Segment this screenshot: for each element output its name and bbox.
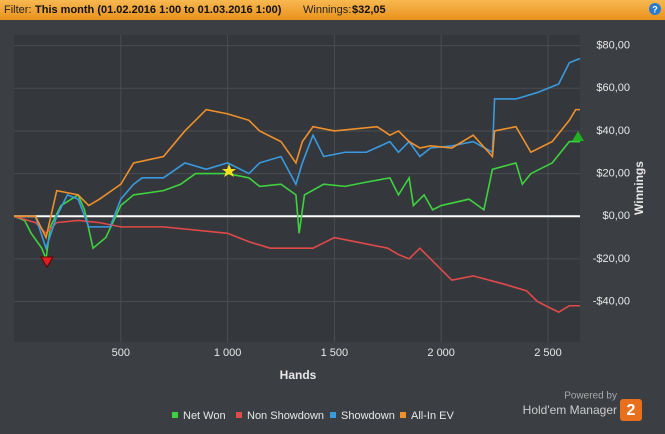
series-line [13,140,580,262]
min-marker [40,256,54,268]
legend-swatch [400,412,406,418]
x-axis-label: Hands [280,368,317,382]
logo-text: 2 [627,402,636,419]
legend-label: Net Won [183,410,226,422]
y-tick-label: -$40,00 [593,295,630,307]
legend-label: Non Showdown [247,410,324,422]
y-tick-label: $0,00 [602,210,630,222]
legend-swatch [330,412,336,418]
y-tick-label: -$20,00 [593,253,630,265]
series-line [14,57,581,251]
header-bar [0,0,665,20]
legend-swatch [172,412,178,418]
filter-value: This month (01.02.2016 1:00 to 01.03.201… [35,4,282,16]
powered-by: Powered by [564,391,617,402]
x-tick-label: 2 500 [534,347,562,359]
x-tick-label: 1 500 [321,347,349,359]
series-line [14,108,580,240]
logo [620,399,642,421]
winnings-label: Winnings: [303,4,351,16]
plot-area [14,35,580,342]
brand: Hold'em Manager [523,403,617,417]
series-line [13,215,580,314]
y-tick-label: $60,00 [596,82,630,94]
y-tick-label: $80,00 [596,40,630,52]
y-tick-label: $40,00 [596,125,630,137]
winnings-value: $32,05 [352,4,386,16]
legend-swatch [236,412,242,418]
x-tick-label: 2 000 [427,347,455,359]
end-marker [572,131,584,141]
x-tick-label: 500 [112,347,130,359]
star-marker [222,164,236,177]
y-axis-label: Winnings [632,161,646,215]
filter-label: Filter: [4,4,32,16]
plot [13,35,581,342]
help-icon-text: ? [652,4,658,14]
y-tick-label: $20,00 [596,167,630,179]
legend-label: Showdown [341,410,395,422]
legend-label: All-In EV [411,410,454,422]
help-icon[interactable] [649,3,661,15]
x-tick-label: 1 000 [214,347,242,359]
